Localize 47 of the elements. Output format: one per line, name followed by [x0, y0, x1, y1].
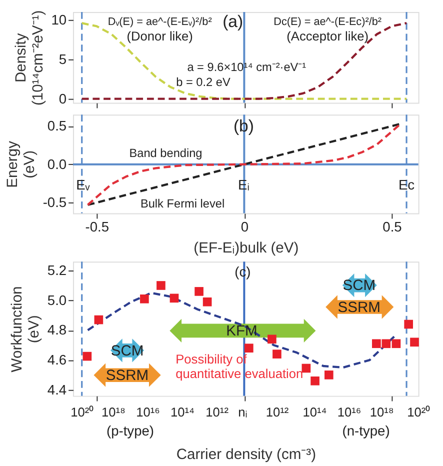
y-tick-label: -0.5 — [42, 194, 67, 210]
x-axis-title: Carrier density (cm⁻³) — [176, 446, 316, 463]
annotation: (Acceptor like) — [286, 28, 369, 44]
annotation: SCM — [342, 278, 376, 294]
y-tick-label: 5.0 — [47, 292, 67, 308]
y-axis-title: Energy (eV) — [5, 140, 38, 188]
y-tick-label: 0.5 — [47, 118, 67, 134]
y-tick-label: 5.2 — [47, 262, 67, 278]
text: 10¹⁸ — [101, 404, 126, 420]
annotation: Eᵥ — [76, 176, 90, 193]
y-tick-label: 4.4 — [47, 381, 67, 398]
text: 10¹⁴ — [302, 404, 327, 420]
annotation: (a) — [222, 12, 244, 31]
annotation: Ec — [398, 176, 415, 193]
text: 10¹² — [206, 404, 230, 420]
y-tick-label: 4.8 — [47, 322, 67, 338]
annotation: Band bending — [129, 146, 202, 160]
annotation: KFM — [226, 324, 258, 340]
y-axis-title: Workfunction (eV) — [10, 286, 43, 372]
text: (p-type) — [106, 422, 154, 438]
annotation: b = 0.2 eV — [176, 75, 230, 90]
x-tick-label: -0.5 — [85, 218, 110, 235]
annotation: Bulk Fermi level — [140, 196, 225, 210]
annotation: Dᵥ(E) = ae^-(E-Eᵥ)²/b² — [108, 16, 212, 28]
y-tick-label: 0 — [58, 90, 67, 106]
text: 10¹⁶ — [337, 404, 362, 420]
annotation: SCM — [110, 343, 144, 360]
annotation: Dc(E) = ae^-(E-Ec)²/b² — [274, 16, 382, 28]
annotation: SSRM — [106, 368, 149, 384]
text: 10²⁰ — [70, 404, 94, 420]
y-tick-label: 10 — [51, 11, 67, 28]
annotation: SSRM — [338, 300, 380, 316]
annotation: (Donor like) — [126, 28, 193, 44]
x-tick-label: 0.5 — [382, 218, 402, 235]
y-axis-title: Density (10¹⁴cm⁻²eV⁻¹) — [14, 10, 46, 106]
text: 10¹⁴ — [170, 404, 195, 420]
text: nᵢ — [238, 404, 248, 420]
x-axis-title: (EF-Eᵢ)bulk (eV) — [194, 240, 299, 256]
text: 10²⁰ — [407, 404, 431, 420]
text: 10¹⁸ — [370, 404, 394, 420]
text: 10¹⁶ — [136, 404, 160, 420]
text: (n-type) — [342, 422, 390, 438]
text: 10¹² — [266, 404, 290, 420]
y-tick-label: 0.0 — [47, 156, 67, 172]
y-tick-label: 5 — [58, 50, 67, 67]
y-tick-label: 4.6 — [47, 351, 67, 368]
x-tick-label: 0 — [240, 218, 249, 235]
